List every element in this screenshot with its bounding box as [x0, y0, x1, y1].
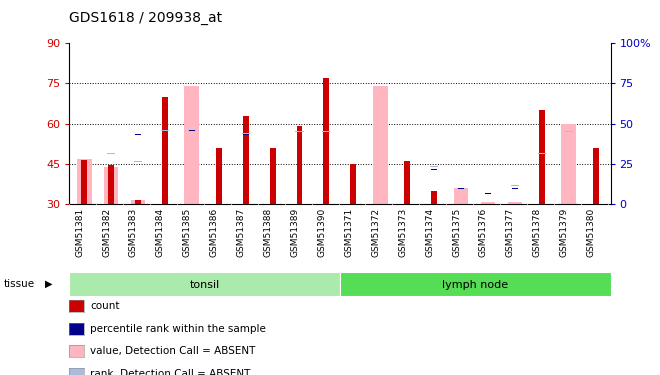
Text: GSM51384: GSM51384	[156, 208, 165, 257]
Bar	[458, 188, 464, 189]
Text: lymph node: lymph node	[442, 280, 508, 290]
Text: value, Detection Call = ABSENT: value, Detection Call = ABSENT	[90, 346, 256, 356]
Bar	[243, 134, 249, 135]
Text: GSM51372: GSM51372	[372, 208, 380, 257]
Bar	[431, 169, 437, 170]
Bar	[430, 166, 438, 167]
Bar	[69, 272, 340, 296]
Bar	[565, 131, 573, 132]
Text: GSM51390: GSM51390	[317, 208, 327, 257]
Bar	[107, 153, 115, 154]
Text: GSM51374: GSM51374	[425, 208, 434, 257]
Text: GSM51371: GSM51371	[345, 208, 353, 257]
Bar	[480, 202, 496, 204]
Text: GSM51376: GSM51376	[479, 208, 488, 257]
Bar	[296, 126, 302, 204]
Text: tonsil: tonsil	[189, 280, 220, 290]
Text: ▶: ▶	[45, 279, 52, 289]
Bar	[243, 116, 249, 204]
Text: GSM51379: GSM51379	[560, 208, 569, 257]
Bar	[131, 200, 145, 204]
Bar	[214, 147, 223, 148]
Bar	[161, 130, 169, 131]
Bar	[134, 161, 142, 162]
Text: GSM51383: GSM51383	[129, 208, 138, 257]
Bar	[405, 161, 410, 204]
Text: GSM51375: GSM51375	[452, 208, 461, 257]
Text: GSM51380: GSM51380	[587, 208, 596, 257]
Text: GSM51385: GSM51385	[183, 208, 192, 257]
Text: GSM51386: GSM51386	[210, 208, 218, 257]
Bar	[108, 165, 114, 204]
Bar	[188, 130, 196, 131]
Bar	[403, 147, 411, 148]
Bar	[453, 188, 469, 204]
Bar	[184, 86, 199, 204]
Text: count: count	[90, 302, 120, 311]
Text: GSM51389: GSM51389	[290, 208, 300, 257]
Bar	[457, 188, 465, 189]
Bar	[484, 190, 492, 191]
Text: GDS1618 / 209938_at: GDS1618 / 209938_at	[69, 11, 222, 25]
Text: GSM51378: GSM51378	[533, 208, 542, 257]
Bar	[431, 191, 437, 204]
Text: GSM51373: GSM51373	[398, 208, 407, 257]
Bar	[538, 153, 546, 154]
Text: percentile rank within the sample: percentile rank within the sample	[90, 324, 266, 334]
Bar	[135, 134, 141, 135]
Bar	[591, 147, 600, 148]
Bar	[296, 131, 304, 132]
Text: GSM51381: GSM51381	[75, 208, 84, 257]
Bar	[562, 124, 576, 204]
Bar	[593, 148, 599, 204]
Bar	[104, 167, 118, 204]
Bar	[376, 147, 384, 148]
Bar	[162, 97, 168, 204]
Bar	[340, 272, 610, 296]
Bar	[323, 78, 329, 204]
Text: GSM51387: GSM51387	[237, 208, 246, 257]
Text: rank, Detection Call = ABSENT: rank, Detection Call = ABSENT	[90, 369, 251, 375]
Text: GSM51377: GSM51377	[506, 208, 515, 257]
Bar	[216, 148, 222, 204]
Bar	[269, 147, 277, 148]
Bar	[189, 130, 195, 131]
Text: GSM51382: GSM51382	[102, 208, 111, 257]
Bar	[322, 131, 331, 132]
Bar	[242, 133, 249, 134]
Bar	[350, 164, 356, 204]
Bar	[539, 110, 544, 204]
Bar	[270, 148, 275, 204]
Text: tissue: tissue	[3, 279, 34, 289]
Bar	[512, 188, 518, 189]
Bar	[511, 185, 519, 186]
Bar	[373, 86, 387, 204]
Text: GSM51388: GSM51388	[263, 208, 273, 257]
Bar	[77, 159, 92, 204]
Bar	[81, 160, 87, 204]
Bar	[508, 202, 522, 204]
Bar	[135, 200, 141, 204]
